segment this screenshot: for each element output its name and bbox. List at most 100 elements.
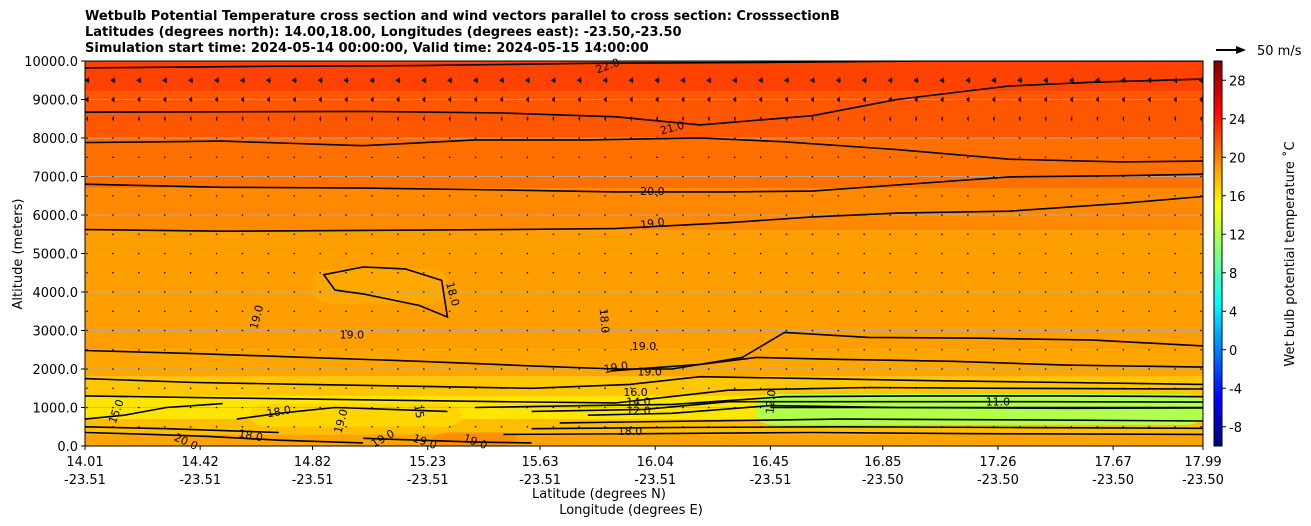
wind-vector-7-38 (1070, 214, 1073, 216)
contour-line-21.0-2 (85, 137, 1203, 163)
wind-vector-10-15 (474, 271, 477, 274)
wind-vector-15-23 (682, 368, 684, 370)
wind-vector-16-10 (345, 387, 347, 390)
wind-vector-18-20 (604, 425, 606, 428)
colorbar-label: Wet bulb potential temperature ˚C (1282, 141, 1298, 366)
wind-vector-18-0 (86, 425, 88, 428)
wind-vector-12-5 (215, 310, 218, 313)
wind-vector-12-9 (319, 310, 321, 313)
wind-vector-7-1 (112, 214, 114, 216)
wind-vector-9-4 (189, 252, 192, 255)
wind-vector-0-6 (240, 77, 245, 84)
wind-vector-18-42 (1174, 425, 1176, 428)
colorbar-tick-label-0: -8 (1229, 421, 1242, 436)
wind-vector-13-42 (1174, 329, 1176, 332)
wind-vector-5-41 (1148, 175, 1150, 178)
wind-vector-4-2 (138, 156, 140, 159)
wind-vector-7-40 (1122, 214, 1125, 216)
wind-vector-1-39 (1095, 96, 1100, 103)
wind-vector-17-41 (1148, 406, 1150, 409)
colorbar-tick-label-5: 12 (1229, 228, 1246, 243)
wind-vector-12-20 (604, 310, 606, 313)
wind-vector-0-0 (85, 77, 90, 84)
wind-vector-12-43 (1200, 310, 1202, 313)
wind-vector-17-19 (578, 406, 581, 409)
wind-vector-13-26 (759, 329, 762, 332)
wind-vector-8-36 (1018, 233, 1021, 236)
wind-vector-2-32 (915, 115, 917, 122)
wind-vector-10-36 (1018, 271, 1021, 274)
wind-vector-3-7 (267, 137, 270, 139)
wind-vector-5-30 (863, 175, 866, 178)
wind-vector-13-21 (630, 329, 632, 332)
wind-vector-18-40 (1122, 425, 1125, 428)
wind-vector-6-20 (604, 194, 606, 197)
wind-vector-10-32 (915, 271, 917, 274)
chart-title-line-2: Latitudes (degrees north): 14.00,18.00, … (85, 25, 682, 40)
wind-vector-15-2 (138, 368, 140, 370)
wind-vector-7-24 (707, 214, 710, 216)
wind-vector-2-19 (578, 115, 581, 122)
wind-vector-13-24 (707, 329, 710, 332)
wind-vector-10-18 (552, 271, 555, 274)
wind-vector-10-34 (967, 271, 969, 274)
contour-label-14: 12.0 (763, 389, 778, 415)
wind-vector-7-8 (293, 214, 296, 216)
wind-vector-6-28 (811, 194, 814, 197)
wind-vector-16-30 (863, 387, 866, 390)
contour-label-10: 19.0 (637, 365, 662, 378)
wind-vector-13-1 (112, 329, 114, 332)
wind-vector-18-30 (863, 425, 866, 428)
wind-vector-7-26 (759, 214, 762, 216)
wind-vector-0-7 (265, 77, 271, 84)
wind-vector-7-4 (189, 214, 192, 216)
wind-vector-18-7 (267, 425, 270, 428)
contour-label-2: 20.0 (640, 185, 665, 198)
wind-vector-10-42 (1174, 271, 1176, 274)
wind-vector-1-29 (836, 96, 841, 103)
wind-vector-16-5 (215, 387, 218, 390)
wind-vector-2-40 (1122, 115, 1125, 122)
x-tick-label-lon-6: -23.51 (749, 473, 791, 488)
wind-vector-18-19 (578, 425, 581, 428)
wind-vector-13-40 (1122, 329, 1125, 332)
wind-vector-5-14 (448, 175, 451, 178)
wind-vector-0-37 (1043, 77, 1048, 84)
wind-vector-11-21 (630, 291, 632, 293)
wind-vector-17-35 (992, 406, 995, 409)
wind-vector-4-14 (448, 156, 451, 159)
wind-vector-0-31 (887, 77, 893, 84)
wind-vector-6-35 (992, 194, 995, 197)
wind-vector-2-6 (241, 115, 244, 122)
wind-vector-0-42 (1172, 77, 1178, 84)
wind-vector-7-10 (345, 214, 347, 216)
wind-vector-15-11 (371, 368, 373, 370)
y-tick-label-8: 8000.0 (33, 132, 79, 147)
contour-line-19.0-21 (363, 437, 532, 444)
wind-vector-16-8 (293, 387, 296, 390)
wind-vector-13-0 (86, 329, 88, 332)
wind-vector-10-33 (941, 271, 943, 274)
wind-vector-15-14 (448, 368, 451, 370)
wind-vector-3-20 (604, 137, 606, 139)
wind-vector-10-0 (86, 271, 88, 274)
wind-vector-9-36 (1018, 252, 1021, 255)
wind-vector-9-14 (448, 252, 451, 255)
wind-vector-11-17 (526, 291, 529, 293)
contour-line-17.0-9 (85, 386, 1203, 404)
wind-vector-10-22 (656, 271, 658, 274)
wind-vector-18-27 (785, 425, 788, 428)
y-tick-label-5: 5000.0 (33, 248, 79, 263)
wind-vector-1-20 (603, 96, 607, 103)
wind-vector-13-22 (656, 329, 658, 332)
wind-vector-7-12 (397, 214, 399, 216)
wind-vector-5-3 (163, 175, 166, 178)
wind-vector-16-40 (1122, 387, 1125, 390)
wind-vector-5-6 (241, 175, 244, 178)
wind-vector-5-5 (215, 175, 218, 178)
wind-vector-18-26 (759, 425, 762, 428)
y-tick-label-0: 0.0 (57, 440, 78, 455)
wind-vector-14-7 (267, 348, 270, 351)
wind-vector-8-39 (1096, 233, 1099, 236)
wind-vector-18-8 (293, 425, 296, 428)
